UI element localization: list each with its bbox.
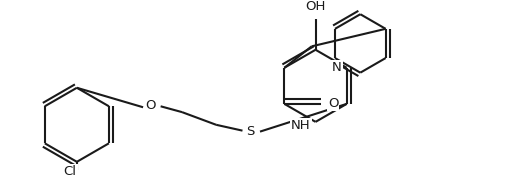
Text: OH: OH (305, 0, 326, 13)
Text: O: O (328, 97, 338, 110)
Text: O: O (146, 99, 156, 112)
Text: S: S (246, 125, 254, 138)
Text: NH: NH (291, 119, 311, 132)
Text: N: N (332, 61, 342, 74)
Text: Cl: Cl (64, 165, 77, 178)
